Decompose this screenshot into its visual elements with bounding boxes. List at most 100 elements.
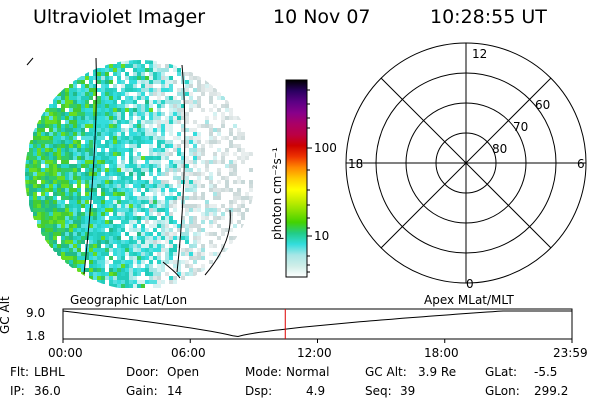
image-pixel <box>41 156 45 160</box>
image-pixel <box>213 116 217 120</box>
image-pixel <box>133 128 137 132</box>
image-pixel <box>93 256 97 260</box>
image-pixel <box>105 204 109 208</box>
image-pixel <box>161 248 165 252</box>
image-pixel <box>165 256 169 260</box>
image-pixel <box>113 128 117 132</box>
image-pixel <box>181 116 185 120</box>
image-pixel <box>225 228 229 232</box>
image-pixel <box>85 96 89 100</box>
image-pixel <box>53 120 57 124</box>
image-pixel <box>29 168 33 172</box>
image-pixel <box>117 192 121 196</box>
info-dsp-value: 4.9 <box>306 384 326 398</box>
image-pixel <box>93 112 97 116</box>
image-pixel <box>61 88 65 92</box>
image-pixel <box>185 100 189 104</box>
image-pixel <box>161 68 165 72</box>
image-pixel <box>49 148 53 152</box>
image-pixel <box>165 100 169 104</box>
image-pixel <box>137 216 141 220</box>
image-pixel <box>185 156 189 160</box>
image-pixel <box>49 104 53 108</box>
image-pixel <box>177 148 181 152</box>
image-pixel <box>193 180 197 184</box>
image-pixel <box>161 92 165 96</box>
image-pixel <box>173 68 177 72</box>
image-pixel <box>213 188 217 192</box>
image-pixel <box>73 132 77 136</box>
image-pixel <box>101 88 105 92</box>
image-pixel <box>109 208 113 212</box>
image-pixel <box>145 208 149 212</box>
image-pixel <box>169 108 173 112</box>
image-pixel <box>113 100 117 104</box>
image-pixel <box>149 200 153 204</box>
image-pixel <box>153 184 157 188</box>
image-pixel <box>93 268 97 272</box>
image-pixel <box>121 172 125 176</box>
image-pixel <box>149 92 153 96</box>
image-pixel <box>177 68 181 72</box>
image-pixel <box>85 232 89 236</box>
image-pixel <box>225 184 229 188</box>
image-pixel <box>217 180 221 184</box>
image-pixel <box>121 88 125 92</box>
image-pixel <box>217 252 221 256</box>
image-pixel <box>73 148 77 152</box>
image-pixel <box>109 64 113 68</box>
image-pixel <box>173 252 177 256</box>
image-pixel <box>149 108 153 112</box>
image-pixel <box>129 248 133 252</box>
image-pixel <box>177 88 181 92</box>
image-pixel <box>221 136 225 140</box>
image-pixel <box>149 148 153 152</box>
image-pixel <box>249 152 253 156</box>
image-pixel <box>49 116 53 120</box>
image-pixel <box>61 236 65 240</box>
image-pixel <box>137 132 141 136</box>
image-pixel <box>185 224 189 228</box>
image-pixel <box>137 92 141 96</box>
image-pixel <box>165 152 169 156</box>
image-pixel <box>65 120 69 124</box>
image-pixel <box>85 228 89 232</box>
image-pixel <box>185 80 189 84</box>
image-pixel <box>189 264 193 268</box>
image-pixel <box>121 160 125 164</box>
image-pixel <box>53 148 57 152</box>
image-pixel <box>189 172 193 176</box>
image-pixel <box>157 224 161 228</box>
image-pixel <box>105 116 109 120</box>
image-pixel <box>157 204 161 208</box>
image-pixel <box>113 120 117 124</box>
image-pixel <box>33 156 37 160</box>
image-pixel <box>45 120 49 124</box>
image-pixel <box>125 60 129 64</box>
image-pixel <box>145 220 149 224</box>
image-pixel <box>125 204 129 208</box>
image-pixel <box>165 232 169 236</box>
image-pixel <box>97 196 101 200</box>
image-pixel <box>117 128 121 132</box>
image-pixel <box>45 196 49 200</box>
image-pixel <box>33 204 37 208</box>
image-pixel <box>45 144 49 148</box>
image-pixel <box>101 252 105 256</box>
image-pixel <box>97 88 101 92</box>
image-pixel <box>29 156 33 160</box>
image-pixel <box>153 164 157 168</box>
image-pixel <box>69 156 73 160</box>
image-pixel <box>141 120 145 124</box>
image-pixel <box>225 248 229 252</box>
image-pixel <box>141 156 145 160</box>
image-pixel <box>101 216 105 220</box>
image-pixel <box>113 156 117 160</box>
image-pixel <box>25 156 29 160</box>
image-pixel <box>161 264 165 268</box>
image-pixel <box>165 172 169 176</box>
image-pixel <box>145 232 149 236</box>
image-pixel <box>65 144 69 148</box>
image-pixel <box>113 200 117 204</box>
image-pixel <box>37 140 41 144</box>
